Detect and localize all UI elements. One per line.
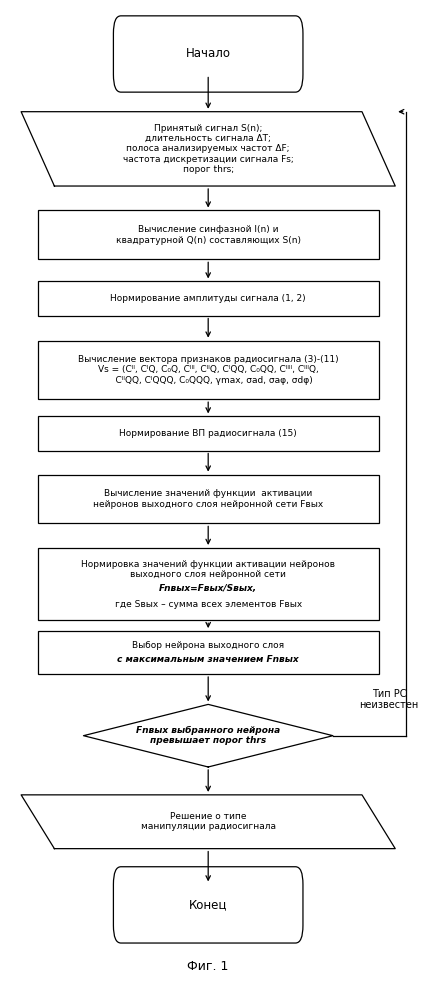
Text: Тип РС
неизвестен: Тип РС неизвестен [359, 689, 419, 711]
Bar [38, 340, 378, 399]
Polygon shape [21, 794, 395, 848]
FancyBboxPatch shape [113, 16, 303, 92]
Bar [38, 631, 378, 674]
Bar [38, 475, 378, 524]
Text: Нормирование амплитуды сигнала (1, 2): Нормирование амплитуды сигнала (1, 2) [110, 294, 306, 303]
Bar [38, 281, 378, 315]
Text: Выбор нейрона выходного слоя: Выбор нейрона выходного слоя [132, 641, 284, 651]
Text: где Sвых – сумма всех элементов Fвых: где Sвых – сумма всех элементов Fвых [115, 600, 302, 609]
Text: Нормировка значений функции активации нейронов
выходного слоя нейронной сети: Нормировка значений функции активации не… [81, 560, 335, 579]
Polygon shape [84, 705, 333, 767]
Polygon shape [21, 112, 395, 186]
Bar [38, 211, 378, 259]
Text: с максимальным значением Fnвых: с максимальным значением Fnвых [117, 655, 299, 664]
Bar [38, 548, 378, 621]
Text: Вычисление вектора признаков радиосигнала (3)-(11)
Vs = (Cᴵᴵ, CᴵQ, C₀Q, Cᴵᴵᴵ, Cᴵ: Вычисление вектора признаков радиосигнал… [78, 355, 339, 385]
Text: Принятый сигнал S(n);
длительность сигнала ΔT;
полоса анализируемых частот ΔF;
ч: Принятый сигнал S(n); длительность сигна… [123, 124, 294, 175]
Text: Нормирование ВП радиосигнала (15): Нормирование ВП радиосигнала (15) [120, 429, 297, 438]
Text: Начало: Начало [186, 48, 231, 61]
Text: Фиг. 1: Фиг. 1 [187, 960, 229, 973]
Text: Конец: Конец [189, 898, 227, 911]
FancyBboxPatch shape [113, 866, 303, 943]
Text: Fnвых выбранного нейрона
превышает порог thrs: Fnвых выбранного нейрона превышает порог… [136, 726, 280, 746]
Text: Fnвых=Fвых/Sвых,: Fnвых=Fвых/Sвых, [159, 585, 257, 594]
Text: Вычисление синфазной I(n) и
квадратурной Q(n) составляющих S(n): Вычисление синфазной I(n) и квадратурной… [116, 226, 301, 245]
Text: Вычисление значений функции  активации
нейронов выходного слоя нейронной сети Fв: Вычисление значений функции активации не… [93, 489, 323, 509]
Bar [38, 416, 378, 450]
Text: Решение о типе
манипуляции радиосигнала: Решение о типе манипуляции радиосигнала [141, 812, 276, 831]
